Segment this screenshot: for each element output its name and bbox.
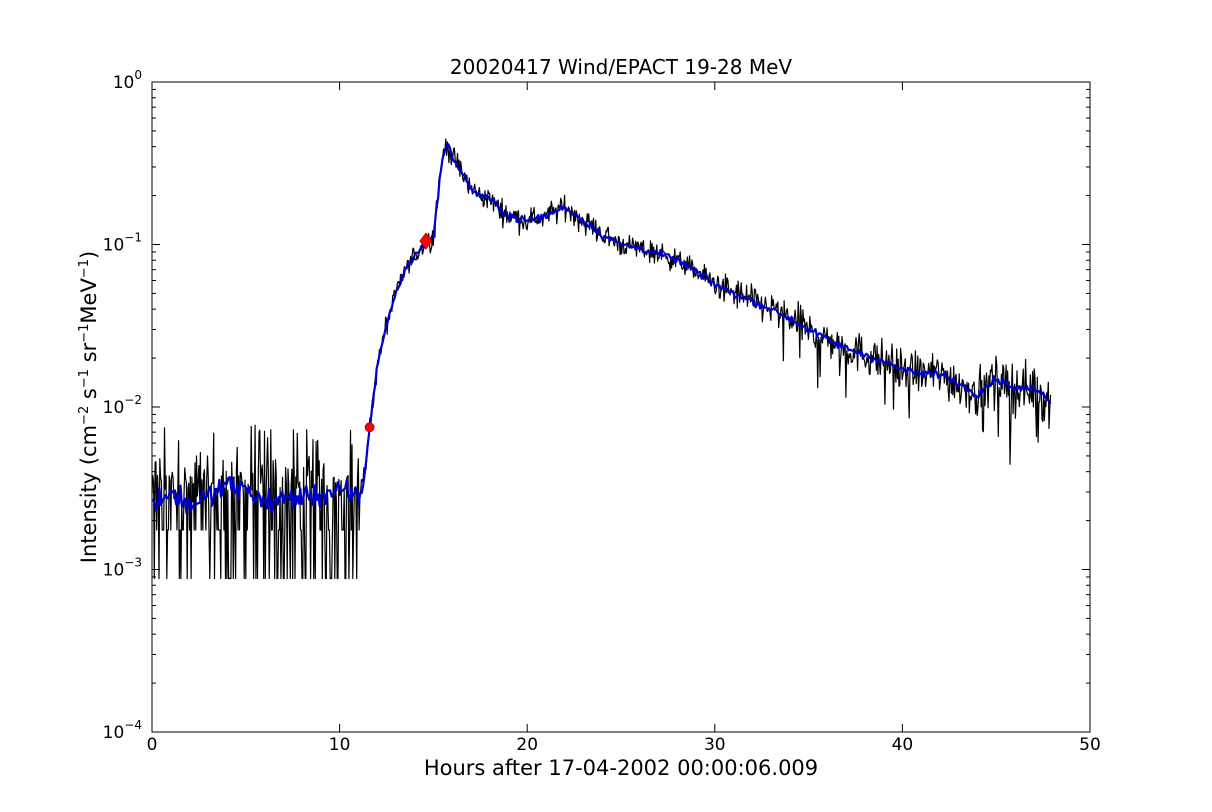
x-tick-label: 50 [1079, 735, 1101, 755]
x-tick-label: 40 [892, 735, 914, 755]
y-tick-label: 10−3 [103, 556, 142, 581]
plot-frame [151, 81, 1091, 733]
x-axis: 0 10 20 30 40 50 [147, 82, 1101, 755]
x-tick-label: 0 [147, 735, 158, 755]
diamond-marker [419, 232, 433, 250]
y-tick-label: 10−2 [103, 393, 142, 418]
raw-series-layer [151, 138, 1052, 580]
raw-intensity-line [151, 138, 1052, 580]
chart-title: 20020417 Wind/EPACT 19-28 MeV [450, 55, 792, 79]
y-tick-label: 100 [113, 68, 142, 93]
y-tick-label: 10−1 [103, 231, 142, 256]
x-tick-label: 30 [704, 735, 726, 755]
y-axis: 10−4 10−3 10−2 10−1 100 [103, 68, 1090, 743]
circle-marker [364, 422, 375, 433]
y-tick-label: 10−4 [103, 718, 142, 743]
marker-layer [364, 232, 433, 433]
x-axis-label: Hours after 17-04-2002 00:00:06.009 [424, 756, 818, 780]
y-axis-label: Intensity (cm−2 s−1 sr−1MeV−1) [77, 251, 101, 563]
x-tick-label: 10 [329, 735, 351, 755]
smoothed-series-layer [151, 143, 1052, 515]
smoothed-intensity-line [151, 143, 1052, 515]
x-tick-label: 20 [516, 735, 538, 755]
